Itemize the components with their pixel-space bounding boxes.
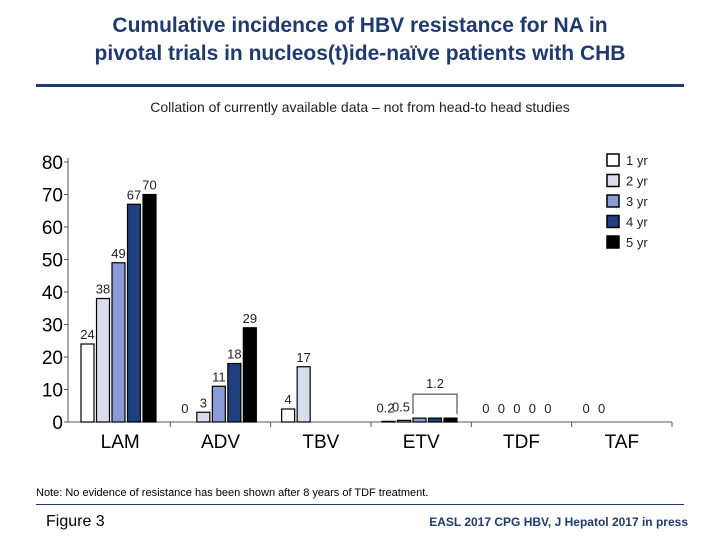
bar-tbv	[281, 408, 296, 423]
subtitle: Collation of currently available data – …	[150, 99, 570, 115]
bar-lam	[142, 193, 157, 423]
data-label: 0	[498, 401, 505, 416]
x-category-label: TDF	[503, 432, 540, 453]
legend-label: 5 yr	[626, 235, 648, 250]
legend-swatch	[606, 194, 620, 208]
bar-etv	[443, 417, 458, 423]
title-line-2: pivotal trials in nucleos(t)ide-naïve pa…	[94, 42, 626, 65]
data-label: 70	[142, 178, 156, 193]
bar-adv	[227, 362, 242, 423]
y-tick-label: 20	[42, 348, 63, 369]
bar-adv	[211, 385, 226, 423]
bar-adv	[242, 327, 257, 423]
y-tick-label: 50	[42, 251, 63, 272]
y-tick-label: 0	[52, 413, 63, 434]
slide-title: Cumulative incidence of HBV resistance f…	[20, 12, 700, 68]
data-label: 0	[181, 401, 188, 416]
bar-lam	[95, 297, 111, 423]
bar-lam	[126, 203, 142, 423]
footer-divider	[36, 504, 684, 505]
bar-adv	[196, 411, 211, 423]
data-label: 0	[529, 401, 536, 416]
x-category-label: LAM	[101, 432, 140, 453]
data-label: 0.5	[392, 399, 410, 414]
data-label: 3	[200, 395, 207, 410]
data-label: 0	[583, 401, 590, 416]
bar-lam	[111, 262, 126, 423]
data-label: 24	[80, 327, 94, 342]
data-label: 0.2	[376, 400, 394, 415]
footnote: Note: No evidence of resistance has been…	[36, 487, 429, 499]
title-line-1: Cumulative incidence of HBV resistance f…	[112, 14, 608, 37]
legend-label: 1 yr	[626, 153, 648, 168]
data-label: 29	[243, 311, 257, 326]
y-tick-label: 30	[42, 316, 63, 337]
data-label: 17	[296, 350, 310, 365]
data-label: 0	[482, 401, 489, 416]
annotation-label: 1.2	[426, 376, 444, 391]
legend-swatch	[606, 153, 620, 167]
data-label: 4	[285, 392, 292, 407]
data-label: 0	[544, 401, 551, 416]
bar-etv	[427, 417, 443, 423]
legend-label: 4 yr	[626, 215, 648, 230]
bar-etv	[381, 420, 396, 423]
y-tick-label: 80	[42, 153, 63, 174]
legend-swatch	[606, 214, 620, 229]
data-label: 38	[96, 282, 110, 297]
data-label: 0	[513, 401, 520, 416]
bar-lam	[80, 343, 95, 423]
data-label: 67	[127, 187, 141, 202]
y-tick-label: 70	[42, 186, 63, 207]
annotation-bracket	[412, 393, 458, 415]
title-divider	[36, 84, 684, 87]
x-category-label: TAF	[605, 432, 639, 453]
legend-label: 3 yr	[626, 194, 648, 209]
legend-swatch	[606, 235, 620, 249]
data-label: 0	[598, 401, 605, 416]
bar-etv	[412, 417, 427, 423]
data-label: 11	[212, 369, 226, 384]
x-category-label: ADV	[201, 432, 240, 453]
y-tick-label: 10	[42, 381, 63, 402]
legend-label: 2 yr	[626, 174, 648, 189]
figure-label: Figure 3	[46, 513, 105, 530]
x-category-label: ETV	[403, 432, 440, 453]
legend-swatch	[606, 173, 620, 188]
data-label: 18	[227, 347, 241, 362]
citation: EASL 2017 CPG HBV, J Hepatol 2017 in pre…	[429, 515, 688, 529]
bar-tbv	[296, 366, 311, 423]
x-category-label: TBV	[302, 432, 339, 453]
y-tick-label: 40	[42, 283, 63, 304]
data-label: 49	[111, 246, 125, 261]
bar-etv	[396, 419, 412, 423]
y-tick-label: 60	[42, 218, 63, 239]
